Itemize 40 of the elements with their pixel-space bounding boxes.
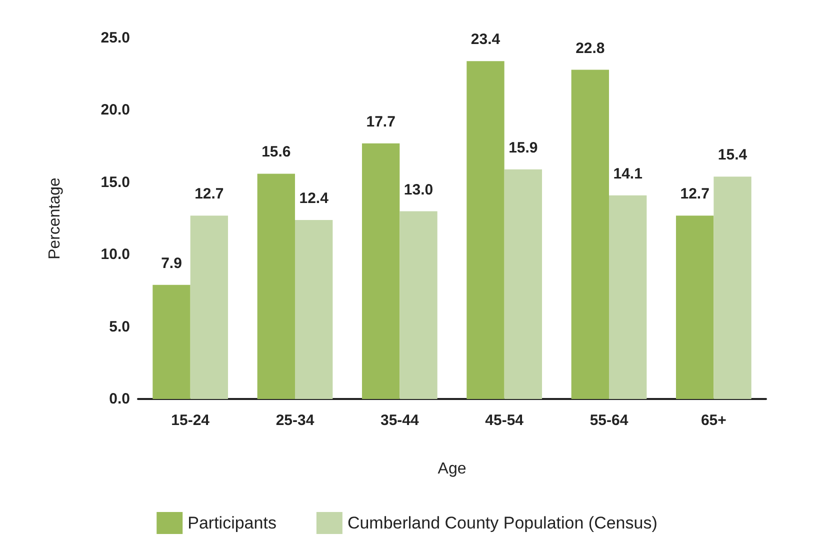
y-tick-label: 5.0 [109,318,130,336]
x-tick-label: 25-34 [276,412,315,429]
bar [190,216,228,399]
data-label: 12.7 [680,186,710,203]
y-tick-label: 15.0 [100,174,130,191]
data-label: 15.4 [718,146,748,164]
data-label: 15.9 [508,139,538,156]
data-label: 23.4 [470,31,501,48]
bar [714,176,752,399]
x-tick-label: 35-44 [380,412,420,429]
data-label: 17.7 [366,113,396,130]
y-tick-label: 0.0 [109,390,130,408]
bar [362,143,400,399]
bar [571,70,609,399]
data-label: 12.7 [194,186,224,203]
bar [504,169,542,399]
data-label: 22.8 [576,40,605,57]
data-label: 12.4 [299,190,330,207]
legend-label: Participants [188,514,276,532]
data-label: 13.0 [404,181,434,198]
legend-label: Cumberland County Population (Census) [347,514,658,532]
bar [466,61,504,399]
x-axis-title: Age [438,460,466,478]
x-tick-label: 15-24 [171,412,210,429]
x-tick-label: 55-64 [590,412,629,429]
y-tick-label: 10.0 [100,246,130,264]
y-axis-title: Percentage [46,177,64,260]
data-label: 7.9 [161,254,182,272]
bar [400,211,438,399]
y-tick-label: 25.0 [100,30,130,46]
bar [676,216,714,399]
bar [295,220,333,399]
bar [609,195,647,399]
x-tick-label: 45-54 [485,412,524,429]
data-label: 14.1 [613,165,642,182]
x-tick-label: 65+ [700,412,727,429]
data-label: 15.6 [262,144,291,161]
bar [152,284,190,399]
y-tick-label: 20.0 [100,102,130,119]
bar [257,174,295,399]
